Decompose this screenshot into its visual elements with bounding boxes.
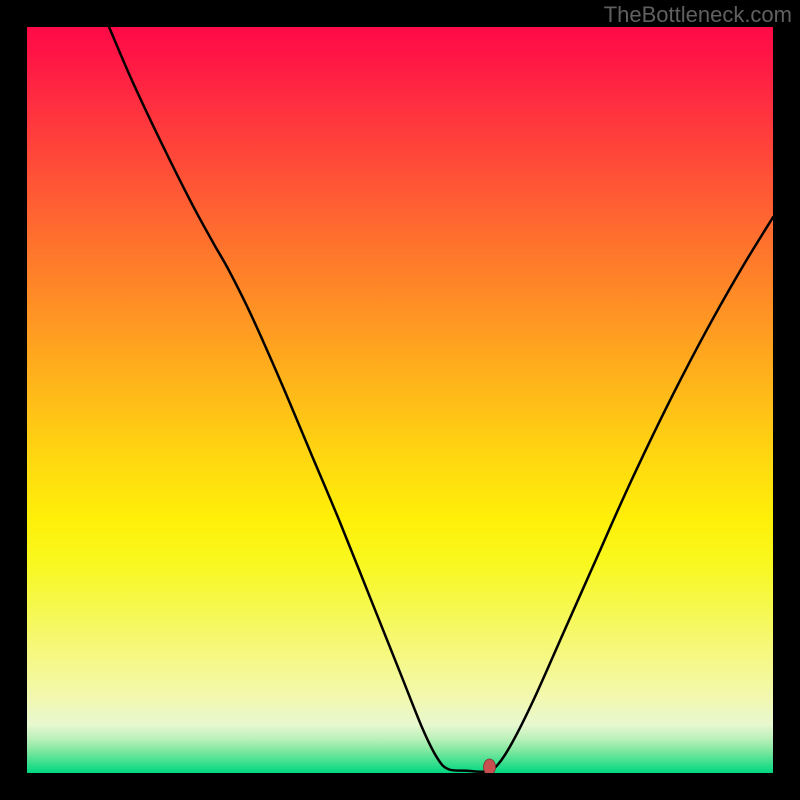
optimal-point-marker (484, 759, 496, 773)
plot-area (27, 27, 773, 773)
watermark-text: TheBottleneck.com (604, 2, 792, 28)
gradient-background (27, 27, 773, 773)
